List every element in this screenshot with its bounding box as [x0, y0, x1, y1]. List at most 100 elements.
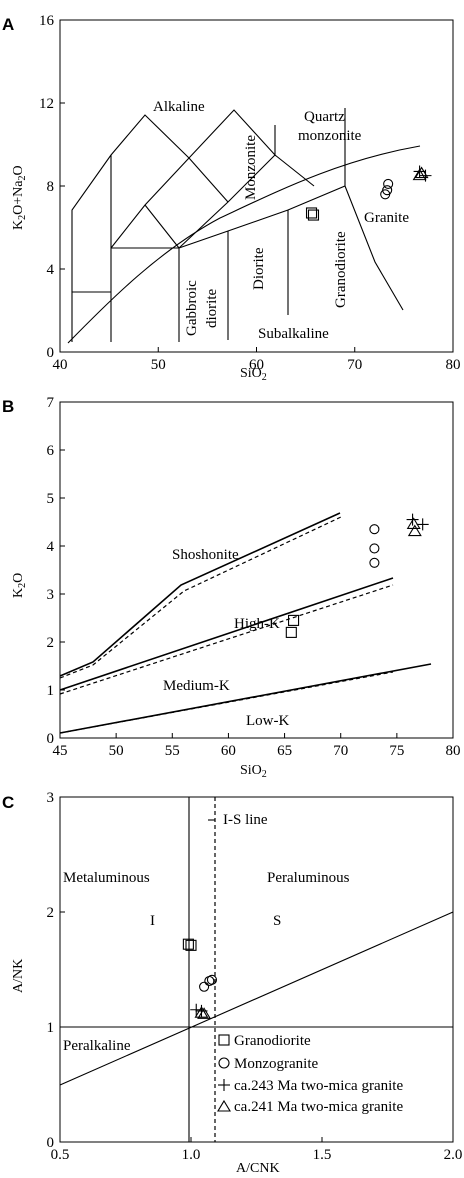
- panel-b-letter: B: [2, 397, 14, 416]
- x-tick-label: 50: [151, 357, 166, 373]
- field-label-mediumk: Medium-K: [163, 678, 230, 694]
- field-label-lowk: Low-K: [246, 713, 289, 729]
- data-point-granodiorite: [285, 626, 297, 638]
- x-tick-label: 40: [53, 357, 68, 373]
- legend-item-monzogranite: Monzogranite: [218, 1056, 318, 1072]
- field-label-subalkaline: Subalkaline: [258, 326, 329, 342]
- panel-c-letter: C: [2, 793, 14, 812]
- x-tick-label: 0.5: [51, 1147, 70, 1163]
- data-point-243ma: [416, 518, 429, 531]
- y-tick-label: 4: [47, 262, 55, 278]
- data-point-241ma: [197, 1007, 212, 1019]
- shoshonite-boundary-alt: [59, 516, 342, 679]
- x-axis-title: SiO2: [240, 366, 267, 383]
- y-tick-label: 16: [39, 13, 55, 29]
- y-tick-label: 12: [39, 96, 54, 112]
- field-label-granodiorite: Granodiorite: [333, 231, 349, 308]
- panel-b: B Shoshonite High-K Medium-K Low-K SiO2 …: [2, 395, 461, 780]
- panel-c-boundaries: [59, 797, 454, 1142]
- field-label-peralkaline: Peralkaline: [63, 1038, 131, 1054]
- panel-b-y-axis-title: K2O: [11, 573, 28, 598]
- panel-c-y-axis-title: A/NK: [11, 959, 26, 993]
- x-tick-label: 80: [446, 743, 461, 759]
- diagonal-divide: [59, 911, 454, 1086]
- x-axis-title: SiO2: [240, 763, 267, 780]
- field-label-granite: Granite: [364, 210, 409, 226]
- legend-item-granodiorite: Granodiorite: [218, 1033, 311, 1049]
- y-tick-label: 1: [47, 1020, 55, 1036]
- panel-a-y-axis-title: K2O+Na2O: [11, 165, 28, 230]
- data-point-241ma: [407, 524, 422, 537]
- panel-a-letter: A: [2, 15, 14, 34]
- field-label-diorite: Diorite: [251, 247, 267, 290]
- panel-b-series-lines: [59, 512, 432, 734]
- field-label-quartz-monzonite: Quartz: [304, 109, 345, 125]
- y-tick-label: 7: [47, 395, 55, 411]
- data-point-monzogranite: [199, 981, 210, 992]
- y-tick-label: 0: [47, 1135, 55, 1151]
- legend-symbol-triangle: [217, 1099, 231, 1112]
- x-tick-label: 1.0: [182, 1147, 201, 1163]
- field-label-s: S: [273, 913, 281, 929]
- highk-boundary-alt: [59, 584, 394, 695]
- tas-boundary: [71, 109, 276, 292]
- x-tick-label: 60: [221, 743, 236, 759]
- tas-boundary: [110, 157, 190, 249]
- panel-c: C I-S line Metaluminous Peraluminous I S…: [2, 790, 462, 1176]
- panel-c-x-axis-title: A/CNK: [236, 1161, 280, 1176]
- data-point-241ma: [414, 166, 429, 179]
- panel-b-frame: [59, 401, 454, 739]
- x-tick-label: 80: [446, 357, 461, 373]
- y-tick-label: 2: [47, 905, 55, 921]
- field-label-gabbroic-diorite: diorite: [204, 289, 220, 328]
- data-point-granodiorite: [288, 614, 300, 626]
- y-axis-title: K2O: [11, 573, 28, 598]
- tas-boundary: [144, 204, 180, 249]
- x-tick-label: 1.5: [313, 1147, 332, 1163]
- legend-label: Granodiorite: [234, 1033, 311, 1049]
- legend-symbol-square: [218, 1034, 230, 1046]
- data-point-monzogranite: [369, 543, 380, 554]
- x-tick-label: 2.0: [444, 1147, 463, 1163]
- legend-item-243ma: ca.243 Ma two-mica granite: [218, 1078, 403, 1094]
- y-tick-label: 6: [47, 443, 55, 459]
- x-tick-label: 60: [249, 357, 264, 373]
- tas-boundary: [71, 291, 111, 342]
- data-point-241ma: [194, 1006, 209, 1018]
- shoshonite-boundary: [59, 512, 341, 677]
- mediumk-boundary-alt: [59, 671, 394, 734]
- field-label-monzonite: Monzonite: [243, 135, 259, 200]
- field-label-gabbroic-diorite: Gabbroic: [184, 280, 200, 336]
- mediumk-boundary: [59, 663, 432, 734]
- panel-b-x-axis-title: SiO2: [240, 763, 267, 780]
- field-label-alkaline: Alkaline: [153, 99, 205, 115]
- field-label-shoshonite: Shoshonite: [172, 547, 239, 563]
- y-tick-label: 2: [47, 635, 55, 651]
- legend-label: ca.243 Ma two-mica granite: [234, 1078, 403, 1094]
- legend-label: Monzogranite: [234, 1056, 318, 1072]
- tas-boundary: [274, 154, 315, 187]
- data-point-monzogranite: [369, 557, 380, 568]
- y-tick-label: 3: [47, 587, 55, 603]
- panel-a-x-axis-title: SiO2: [240, 366, 267, 383]
- y-tick-label: 0: [47, 345, 55, 361]
- data-point-granodiorite: [185, 939, 197, 951]
- field-label-highk: High-K: [234, 616, 280, 632]
- y-tick-label: 1: [47, 683, 55, 699]
- field-label-peraluminous: Peraluminous: [267, 870, 350, 886]
- y-tick-label: 8: [47, 179, 55, 195]
- data-point-granodiorite: [305, 207, 318, 219]
- alkaline-subalkaline-divide: [67, 145, 421, 344]
- x-tick-label: 70: [333, 743, 348, 759]
- data-point-granodiorite: [307, 209, 320, 221]
- data-point-241ma: [412, 168, 427, 181]
- y-axis-title: K2O+Na2O: [11, 165, 28, 230]
- y-tick-label: 0: [47, 731, 55, 747]
- x-tick-label: 75: [389, 743, 404, 759]
- field-label-metaluminous: Metaluminous: [63, 870, 150, 886]
- y-axis-title: A/NK: [11, 959, 26, 993]
- legend-item-241ma: ca.241 Ma two-mica granite: [217, 1099, 403, 1115]
- data-point-monzogranite: [206, 974, 218, 985]
- x-tick-label: 55: [165, 743, 180, 759]
- y-tick-label: 4: [47, 539, 55, 555]
